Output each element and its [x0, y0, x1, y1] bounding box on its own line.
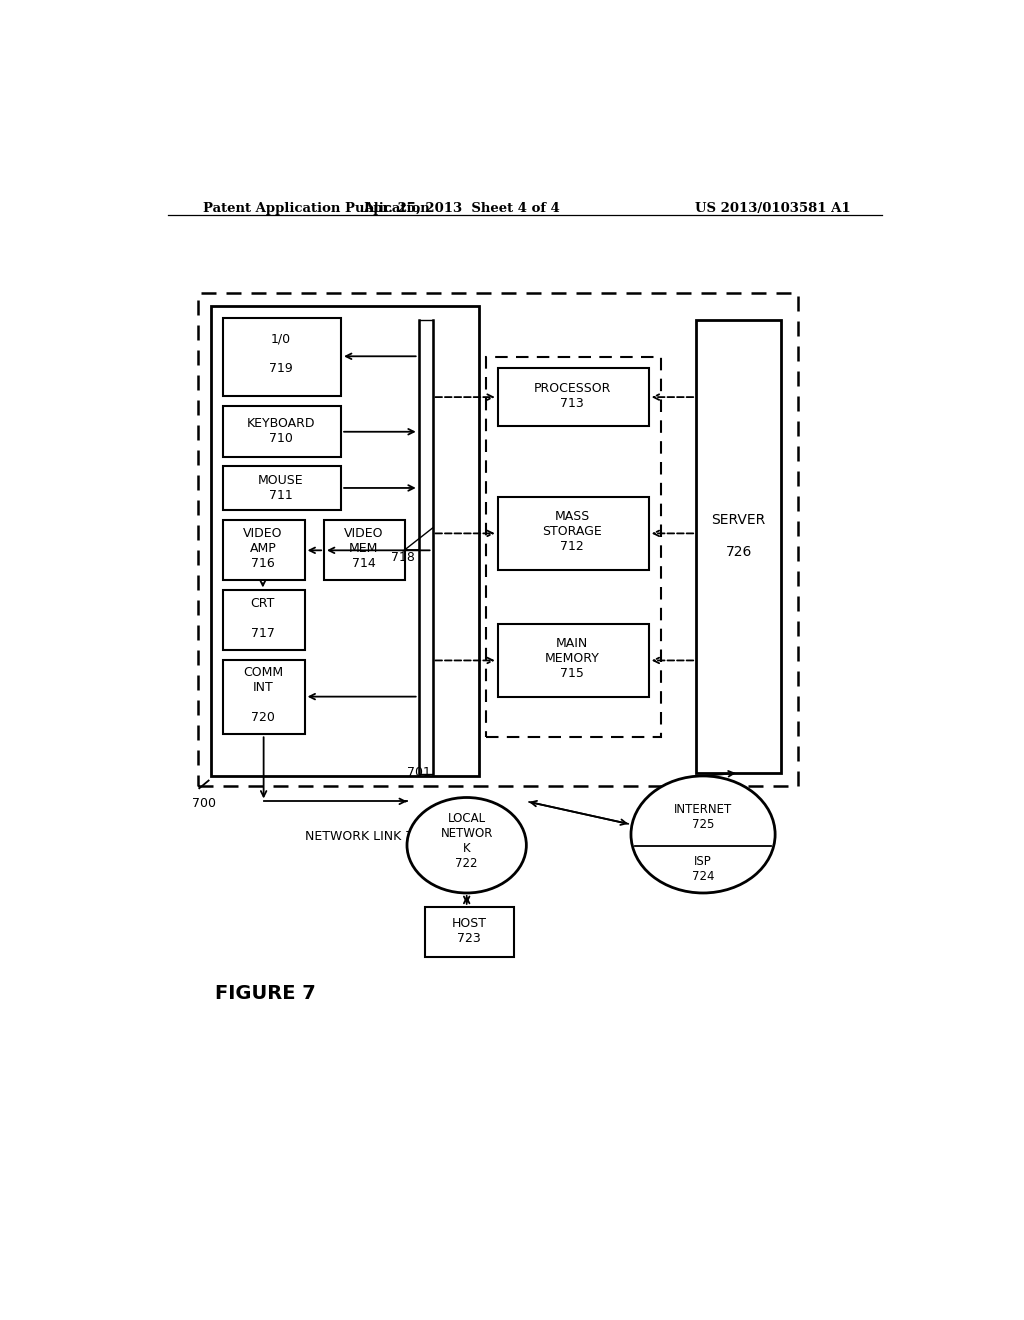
Text: 700: 700	[191, 797, 215, 810]
Bar	[425, 907, 514, 957]
Bar	[498, 368, 649, 426]
Text: SERVER

726: SERVER 726	[712, 512, 766, 558]
Text: 718: 718	[391, 550, 415, 564]
Ellipse shape	[407, 797, 526, 894]
Text: Apr. 25, 2013  Sheet 4 of 4: Apr. 25, 2013 Sheet 4 of 4	[362, 202, 560, 215]
Bar	[222, 660, 305, 734]
Bar	[696, 321, 781, 774]
Bar	[198, 293, 799, 785]
Bar	[222, 466, 341, 511]
Text: FIGURE 7: FIGURE 7	[215, 985, 315, 1003]
Bar	[498, 498, 649, 570]
Text: COMM
INT

720: COMM INT 720	[243, 667, 283, 725]
Bar	[222, 520, 305, 581]
Text: VIDEO
AMP
716: VIDEO AMP 716	[243, 527, 283, 570]
Text: MASS
STORAGE
712: MASS STORAGE 712	[542, 511, 602, 553]
Bar	[486, 358, 662, 738]
Bar	[222, 407, 341, 457]
Text: PROCESSOR
713: PROCESSOR 713	[534, 383, 610, 411]
Bar	[498, 624, 649, 697]
Text: 1/0

719: 1/0 719	[268, 333, 293, 375]
Text: KEYBOARD
710: KEYBOARD 710	[247, 417, 315, 445]
Text: 701: 701	[407, 767, 430, 779]
Text: Patent Application Publication: Patent Application Publication	[204, 202, 430, 215]
Text: MOUSE
711: MOUSE 711	[258, 474, 303, 502]
Text: INTERNET
725: INTERNET 725	[674, 803, 732, 830]
Text: VIDEO
MEM
714: VIDEO MEM 714	[344, 527, 383, 570]
Bar	[222, 590, 305, 649]
Text: NETWORK LINK 721: NETWORK LINK 721	[305, 829, 429, 842]
Text: MAIN
MEMORY
715: MAIN MEMORY 715	[545, 638, 599, 680]
Text: ISP
724: ISP 724	[692, 855, 715, 883]
Bar	[222, 318, 341, 396]
Bar	[211, 306, 479, 776]
Bar	[324, 520, 406, 581]
Text: CRT

717: CRT 717	[251, 598, 275, 640]
Text: HOST
723: HOST 723	[452, 916, 486, 945]
Bar	[419, 321, 432, 775]
Ellipse shape	[631, 776, 775, 894]
Text: US 2013/0103581 A1: US 2013/0103581 A1	[694, 202, 850, 215]
Text: LOCAL
NETWOR
K
722: LOCAL NETWOR K 722	[440, 812, 493, 870]
